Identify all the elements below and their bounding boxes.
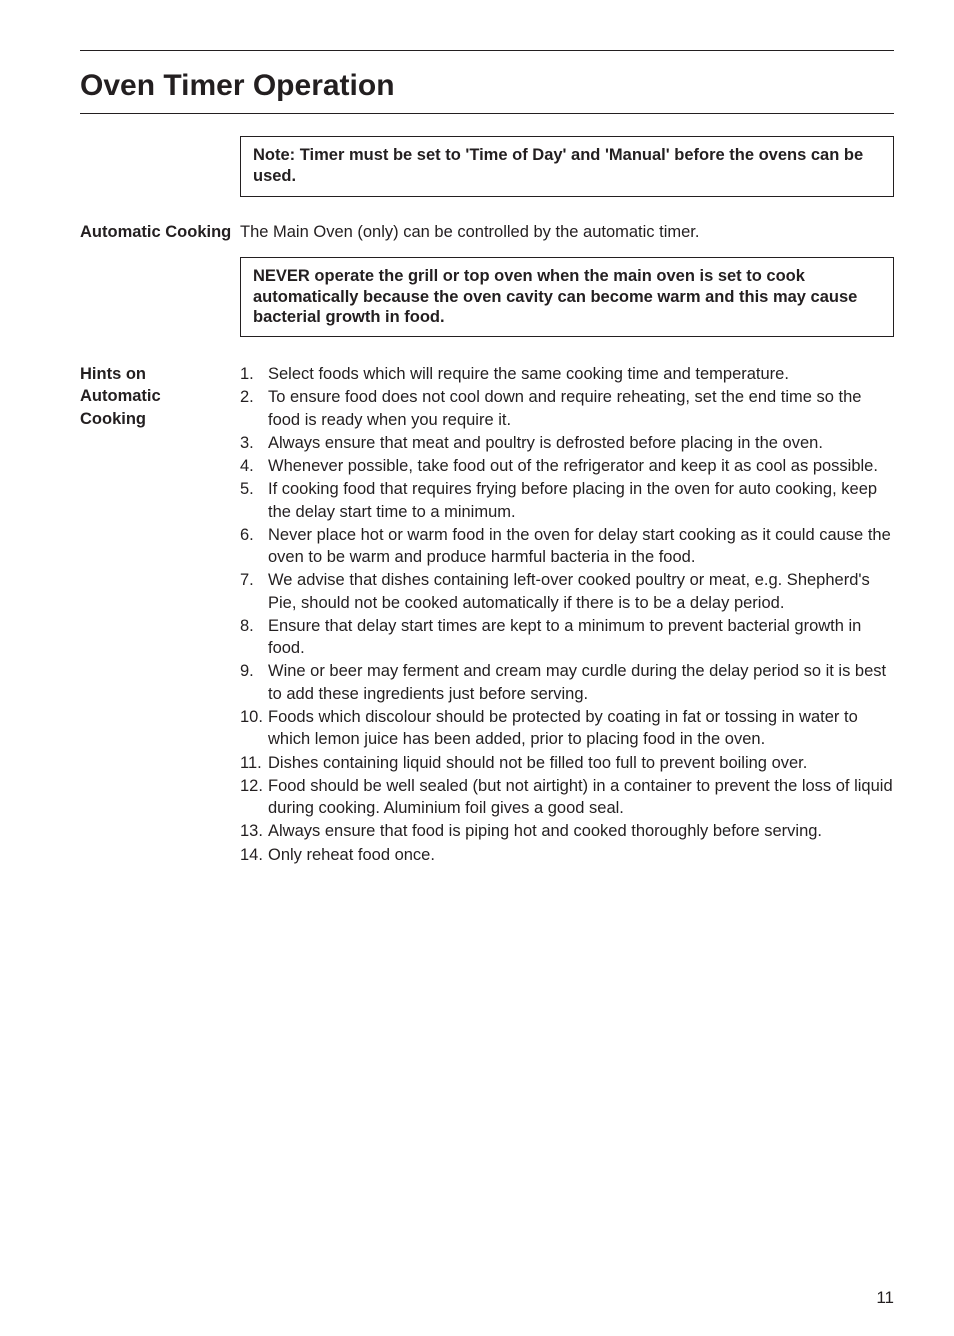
page-title: Oven Timer Operation xyxy=(80,69,894,103)
hints-label-line3: Cooking xyxy=(80,410,146,428)
warning-box: NEVER operate the grill or top oven when… xyxy=(240,257,894,337)
top-rule xyxy=(80,50,894,51)
list-item-number: 8. xyxy=(240,615,268,660)
list-item-text: We advise that dishes containing left-ov… xyxy=(268,569,894,614)
list-item: 11.Dishes containing liquid should not b… xyxy=(240,752,894,774)
automatic-cooking-row: Automatic Cooking The Main Oven (only) c… xyxy=(80,221,894,243)
hints-list: 1.Select foods which will require the sa… xyxy=(240,363,894,867)
list-item-number: 14. xyxy=(240,844,268,866)
list-item-text: Whenever possible, take food out of the … xyxy=(268,455,894,477)
list-item: 10.Foods which discolour should be prote… xyxy=(240,706,894,751)
list-item-text: If cooking food that requires frying bef… xyxy=(268,478,894,523)
hints-label-line2: Automatic xyxy=(80,387,161,405)
list-item-number: 7. xyxy=(240,569,268,614)
list-item-text: Dishes containing liquid should not be f… xyxy=(268,752,894,774)
title-underline xyxy=(80,113,894,114)
list-item-number: 10. xyxy=(240,706,268,751)
list-item: 4.Whenever possible, take food out of th… xyxy=(240,455,894,477)
list-item-number: 2. xyxy=(240,386,268,431)
list-item-number: 6. xyxy=(240,524,268,569)
note-box: Note: Timer must be set to 'Time of Day'… xyxy=(240,136,894,197)
list-item: 13.Always ensure that food is piping hot… xyxy=(240,820,894,842)
list-item-number: 1. xyxy=(240,363,268,385)
automatic-cooking-label: Automatic Cooking xyxy=(80,221,240,243)
list-item-number: 3. xyxy=(240,432,268,454)
list-item-text: To ensure food does not cool down and re… xyxy=(268,386,894,431)
hints-row: Hints on Automatic Cooking 1.Select food… xyxy=(80,363,894,867)
list-item-text: Only reheat food once. xyxy=(268,844,894,866)
automatic-cooking-text: The Main Oven (only) can be controlled b… xyxy=(240,221,894,243)
list-item: 3.Always ensure that meat and poultry is… xyxy=(240,432,894,454)
list-item-text: Food should be well sealed (but not airt… xyxy=(268,775,894,820)
hints-label-line1: Hints on xyxy=(80,365,146,383)
page-number: 11 xyxy=(876,1288,894,1308)
list-item: 1.Select foods which will require the sa… xyxy=(240,363,894,385)
list-item-number: 11. xyxy=(240,752,268,774)
list-item-text: Always ensure that food is piping hot an… xyxy=(268,820,894,842)
list-item: 7.We advise that dishes containing left-… xyxy=(240,569,894,614)
list-item-text: Select foods which will require the same… xyxy=(268,363,894,385)
list-item: 2.To ensure food does not cool down and … xyxy=(240,386,894,431)
list-item-number: 12. xyxy=(240,775,268,820)
list-item: 12.Food should be well sealed (but not a… xyxy=(240,775,894,820)
list-item-text: Never place hot or warm food in the oven… xyxy=(268,524,894,569)
list-item-text: Ensure that delay start times are kept t… xyxy=(268,615,894,660)
hints-label: Hints on Automatic Cooking xyxy=(80,363,240,867)
list-item-number: 4. xyxy=(240,455,268,477)
list-item-number: 13. xyxy=(240,820,268,842)
list-item-number: 5. xyxy=(240,478,268,523)
list-item-text: Wine or beer may ferment and cream may c… xyxy=(268,660,894,705)
list-item: 6.Never place hot or warm food in the ov… xyxy=(240,524,894,569)
list-item: 9.Wine or beer may ferment and cream may… xyxy=(240,660,894,705)
list-item: 5.If cooking food that requires frying b… xyxy=(240,478,894,523)
list-item-text: Always ensure that meat and poultry is d… xyxy=(268,432,894,454)
list-item-text: Foods which discolour should be protecte… xyxy=(268,706,894,751)
list-item-number: 9. xyxy=(240,660,268,705)
list-item: 14.Only reheat food once. xyxy=(240,844,894,866)
list-item: 8.Ensure that delay start times are kept… xyxy=(240,615,894,660)
